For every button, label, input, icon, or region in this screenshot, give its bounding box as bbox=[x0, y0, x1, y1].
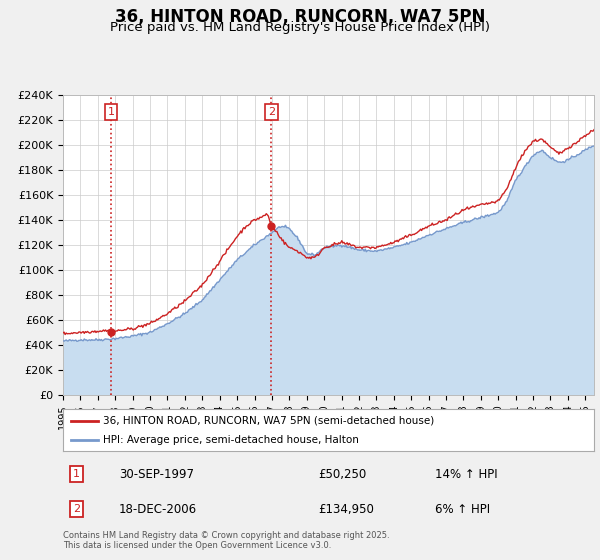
Text: 36, HINTON ROAD, RUNCORN, WA7 5PN (semi-detached house): 36, HINTON ROAD, RUNCORN, WA7 5PN (semi-… bbox=[103, 416, 434, 426]
Text: 1: 1 bbox=[107, 107, 115, 117]
Text: 36, HINTON ROAD, RUNCORN, WA7 5PN: 36, HINTON ROAD, RUNCORN, WA7 5PN bbox=[115, 8, 485, 26]
Text: 14% ↑ HPI: 14% ↑ HPI bbox=[434, 468, 497, 481]
Text: 18-DEC-2006: 18-DEC-2006 bbox=[119, 502, 197, 516]
Text: £134,950: £134,950 bbox=[318, 502, 374, 516]
Text: Contains HM Land Registry data © Crown copyright and database right 2025.
This d: Contains HM Land Registry data © Crown c… bbox=[63, 531, 389, 550]
Text: 2: 2 bbox=[268, 107, 275, 117]
Text: 2: 2 bbox=[73, 504, 80, 514]
Text: 1: 1 bbox=[73, 469, 80, 479]
Text: 6% ↑ HPI: 6% ↑ HPI bbox=[434, 502, 490, 516]
Text: £50,250: £50,250 bbox=[318, 468, 366, 481]
Text: HPI: Average price, semi-detached house, Halton: HPI: Average price, semi-detached house,… bbox=[103, 435, 359, 445]
Text: 30-SEP-1997: 30-SEP-1997 bbox=[119, 468, 194, 481]
Text: Price paid vs. HM Land Registry's House Price Index (HPI): Price paid vs. HM Land Registry's House … bbox=[110, 21, 490, 34]
